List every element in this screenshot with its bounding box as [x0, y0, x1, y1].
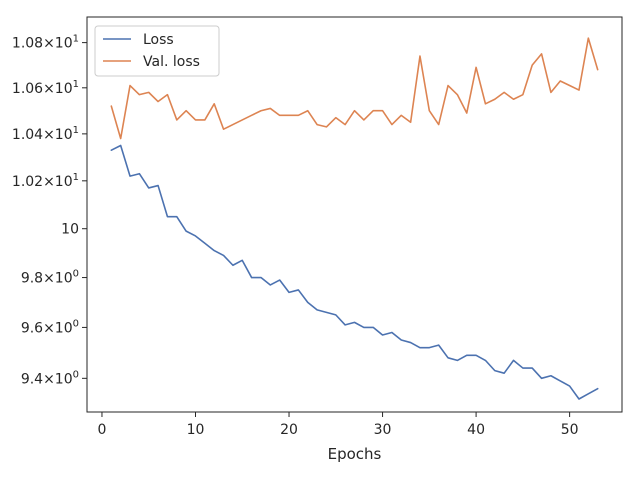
plot-frame — [86, 16, 623, 413]
x-axis-ticks: 0 10 20 30 40 50 — [98, 412, 579, 438]
series-line-loss — [110, 144, 599, 400]
x-tick-label: 30 — [374, 422, 392, 438]
x-axis-label: Epochs — [328, 445, 382, 463]
y-tick-exponent: 0 — [73, 369, 79, 380]
legend-label-loss: Loss — [143, 32, 174, 48]
y-tick-exponent: 1 — [73, 172, 79, 183]
x-tick-label: 10 — [187, 422, 205, 438]
y-tick-exponent: 1 — [73, 125, 79, 136]
y-tick-exponent: 0 — [73, 269, 79, 280]
x-tick-label: 50 — [561, 422, 579, 438]
y-tick-label: 9.6×100 — [21, 318, 79, 336]
y-tick-label: 9.8×100 — [21, 269, 79, 287]
y-tick-label: 1.06×101 — [12, 79, 79, 97]
y-tick-label: 1.04×101 — [12, 125, 79, 143]
y-tick-exponent: 0 — [73, 318, 79, 329]
y-tick-label: 9.4×100 — [21, 369, 79, 387]
legend-label-val-loss: Val. loss — [143, 54, 200, 70]
y-tick-label: 1.02×101 — [12, 172, 79, 190]
legend: Loss Val. loss — [94, 25, 220, 77]
y-axis-ticks: 9.4×1009.6×1009.8×100101.02×1011.04×1011… — [12, 34, 87, 387]
x-tick-label: 0 — [98, 422, 107, 438]
series-line-val-loss — [110, 37, 599, 140]
y-tick-exponent: 1 — [73, 79, 79, 90]
y-tick-exponent: 1 — [73, 34, 79, 45]
y-tick-label: 1.08×101 — [12, 34, 79, 52]
x-tick-label: 40 — [467, 422, 485, 438]
x-tick-label: 20 — [280, 422, 298, 438]
y-tick-label: 10 — [61, 222, 79, 238]
series-layer — [110, 37, 599, 400]
